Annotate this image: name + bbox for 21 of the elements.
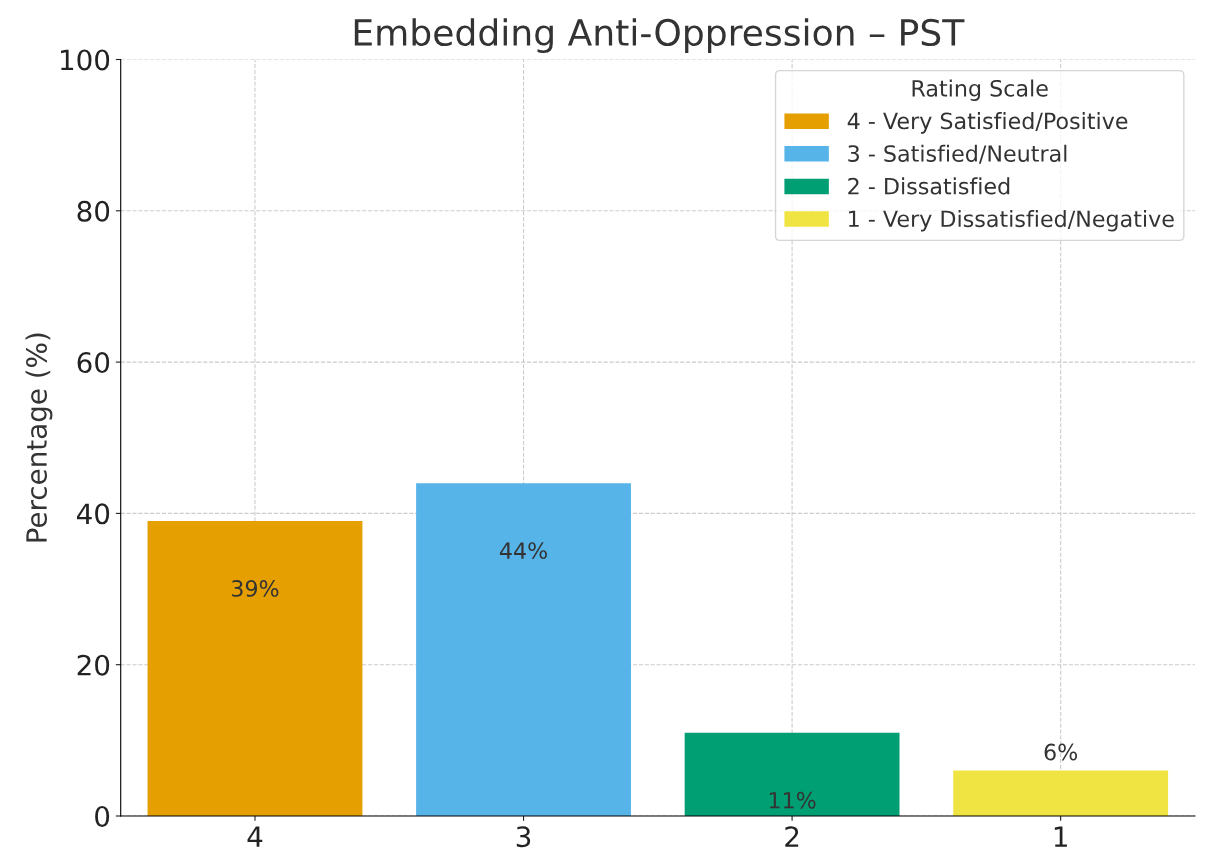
legend-label: 1 - Very Dissatisfied/Negative <box>849 209 1174 232</box>
x-tick-label: 1 <box>1054 826 1067 847</box>
legend-title: Rating Scale <box>912 79 1048 102</box>
y-axis-title: Percentage (%) <box>25 333 53 542</box>
x-tick-label: 2 <box>785 826 799 847</box>
x-tick-label: 4 <box>247 826 263 847</box>
data-label: 44% <box>499 542 548 560</box>
data-label: 6% <box>1044 743 1078 761</box>
y-tick-label: 100 <box>61 49 110 71</box>
data-label: 11% <box>769 791 816 809</box>
y-tick-label: 0 <box>95 805 110 827</box>
chart-title: Embedding Anti-Oppression – PST <box>354 18 965 54</box>
legend-label: 2 - Dissatisfied <box>848 177 1010 195</box>
y-tick-label: 60 <box>77 352 110 374</box>
data-label: 39% <box>231 580 279 597</box>
y-tick-label: 20 <box>77 654 110 676</box>
legend-label: 3 - Satisfied/Neutral <box>848 144 1067 164</box>
y-tick-label: 80 <box>77 200 110 222</box>
x-tick-label: 3 <box>516 826 531 848</box>
legend-label: 4 - Very Satisfied/Positive <box>847 112 1128 134</box>
y-tick-label: 40 <box>76 503 110 525</box>
